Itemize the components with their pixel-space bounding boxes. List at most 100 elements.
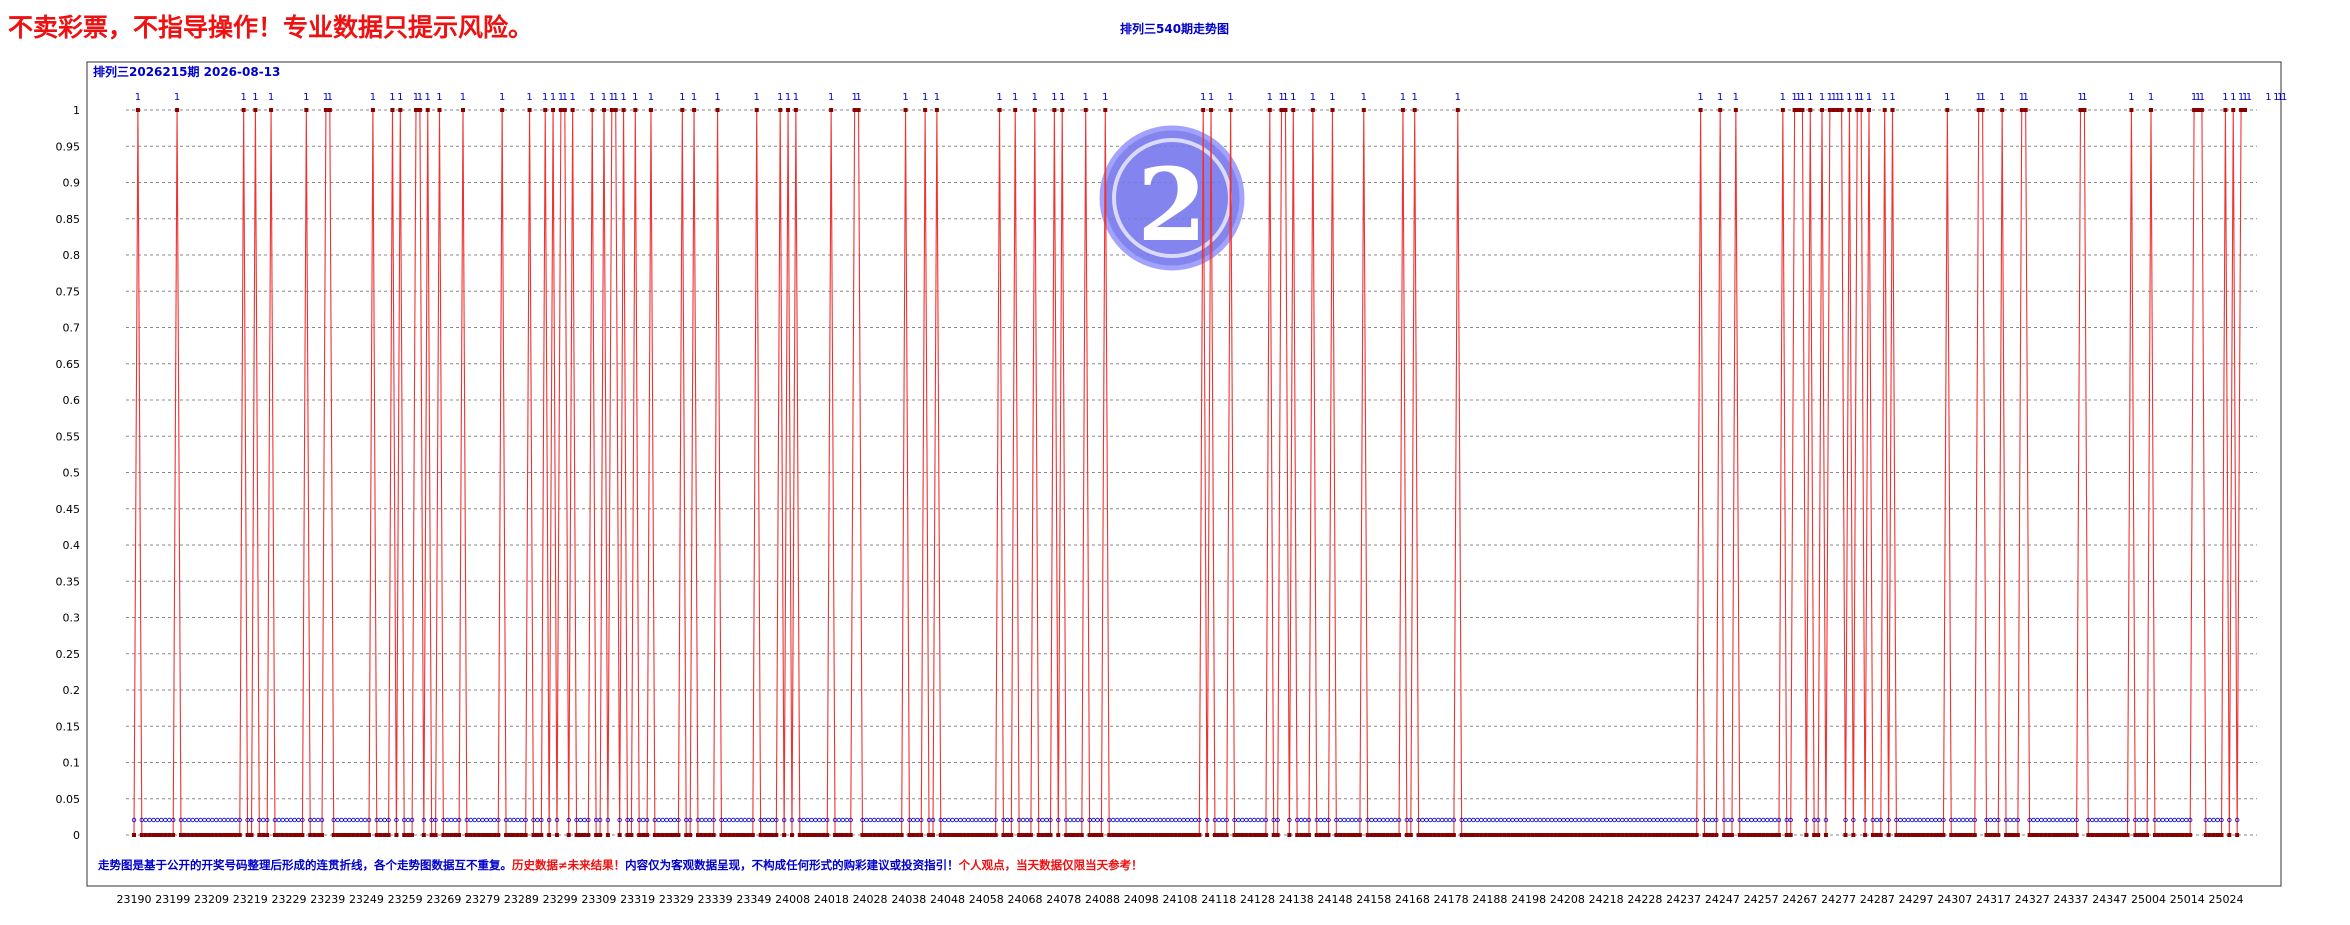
y-tick-label: 0.5 [63,467,81,480]
hit-label: 1 [2246,92,2252,103]
baseline-marker [1150,833,1155,837]
miss-dot [1776,817,1782,823]
baseline-marker [284,833,289,837]
baseline-marker [1197,833,1202,837]
y-tick-label: 0 [73,829,80,842]
miss-dot [319,817,325,823]
baseline-marker [970,833,975,837]
baseline-marker [139,833,144,837]
baseline-marker [2008,833,2013,837]
footnote-segment: 走势图是基于公开的开奖号码整理后形成的连贯折线，各个走势图数据互不重复。 [97,858,512,872]
y-tick-label: 0.6 [63,394,81,407]
hit-label: 1 [558,92,564,103]
baseline-marker [801,833,806,837]
hit-marker [1792,108,1797,112]
baseline-marker [1487,833,1492,837]
baseline-marker [163,833,168,837]
baseline-marker [2035,833,2040,837]
hit-label: 1 [499,92,505,103]
hit-marker [1780,108,1785,112]
baseline-marker [1005,833,1010,837]
miss-dot [300,817,305,823]
x-tick-label: 24168 [1395,893,1430,906]
hit-marker [648,108,653,112]
baseline-marker [1432,833,1437,837]
baseline-marker [981,833,986,837]
baseline-marker [1416,833,1421,837]
x-tick-label: 23249 [349,893,384,906]
baseline-marker [1941,833,1946,837]
baseline-marker [363,833,368,837]
badge-number: 2 [1137,146,1207,264]
baseline-marker [1451,833,1456,837]
baseline-marker [1682,833,1687,837]
hit-marker [1733,108,1738,112]
hit-label: 1 [1780,92,1786,103]
baseline-marker [402,833,407,837]
miss-dot [1972,817,1977,823]
hit-label: 1 [323,92,329,103]
baseline-marker [1369,833,1374,837]
hit-marker [1980,108,1985,112]
hit-marker [601,108,606,112]
baseline-marker [782,833,787,837]
baseline-marker [989,833,994,837]
baseline-marker [985,833,990,837]
x-tick-label: 23219 [233,893,268,906]
hit-marker [1839,108,1844,112]
baseline-marker [1483,833,1488,837]
baseline-marker [1914,833,1919,837]
baseline-marker [821,833,826,837]
miss-dot [711,817,716,823]
baseline-marker [147,833,152,837]
baseline-marker [1729,833,1734,837]
hit-label: 1 [1059,92,1065,103]
miss-dot [249,817,254,823]
baseline-marker [1612,833,1617,837]
baseline-marker [202,833,207,837]
baseline-marker [1937,833,1942,837]
baseline-marker [1377,833,1382,837]
baseline-marker [868,833,873,837]
baseline-marker [496,833,501,837]
baseline-marker [1702,833,1707,837]
miss-dot [1729,817,1735,823]
hit-marker [1228,108,1233,112]
hit-marker [527,108,532,112]
baseline-marker [1874,833,1879,837]
miss-dot [1028,817,1034,823]
baseline-marker [1322,833,1327,837]
hit-label: 1 [1200,92,1206,103]
baseline-marker [880,833,885,837]
miss-dot [2074,817,2079,823]
hit-label: 1 [1999,92,2005,103]
hit-label: 1 [2199,92,2205,103]
baseline-marker [758,833,763,837]
x-tick-label: 24327 [2015,893,2050,906]
baseline-marker [1165,833,1170,837]
baseline-marker [1620,833,1625,837]
x-tick-label: 24208 [1550,893,1585,906]
baseline-marker [535,833,540,837]
baseline-marker [2074,833,2079,837]
hit-label: 1 [1834,92,1840,103]
miss-dot [1815,817,1821,823]
hit-label: 1 [389,92,395,103]
hit-marker [856,108,861,112]
y-tick-label: 0.4 [63,539,81,552]
x-tick-label: 24317 [1976,893,2011,906]
baseline-marker [554,833,559,837]
miss-dot [1287,817,1292,823]
baseline-marker [911,833,916,837]
baseline-marker [774,833,779,837]
baseline-marker [927,833,932,837]
baseline-marker [766,833,771,837]
baseline-marker [946,833,951,837]
hit-label: 1 [714,92,720,103]
baseline-marker [1522,833,1527,837]
hit-marker [1827,108,1832,112]
miss-dot [848,817,853,823]
baseline-marker [1679,833,1684,837]
hit-label: 1 [2277,92,2283,103]
